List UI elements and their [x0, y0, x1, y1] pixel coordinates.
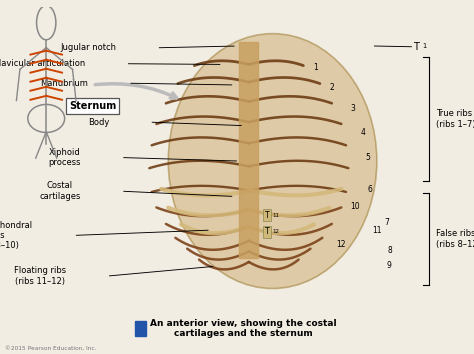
Text: 4: 4	[360, 128, 365, 137]
Text: 6: 6	[367, 185, 372, 194]
Text: 1: 1	[422, 43, 426, 49]
Text: Jugular notch: Jugular notch	[60, 43, 116, 52]
Text: 7: 7	[384, 218, 389, 227]
Text: T: T	[264, 211, 269, 220]
Text: Body: Body	[88, 118, 109, 127]
Bar	[135, 321, 146, 336]
Text: 11: 11	[373, 226, 382, 235]
Text: Vertebrochondral
ribs
(ribs 8–10): Vertebrochondral ribs (ribs 8–10)	[0, 221, 33, 250]
Ellipse shape	[168, 34, 377, 289]
Text: Sternum: Sternum	[69, 101, 116, 111]
Bar	[239, 42, 258, 258]
Text: Floating ribs
(ribs 11–12): Floating ribs (ribs 11–12)	[14, 267, 66, 286]
Text: 5: 5	[365, 153, 370, 162]
Text: Costal
cartilages: Costal cartilages	[39, 182, 81, 201]
Text: T: T	[413, 42, 419, 52]
Text: 1: 1	[313, 63, 318, 73]
Text: True ribs
(ribs 1–7): True ribs (ribs 1–7)	[436, 109, 474, 129]
Text: 9: 9	[386, 261, 391, 270]
Text: 3: 3	[351, 104, 356, 113]
Text: T: T	[264, 227, 269, 236]
Text: 12: 12	[337, 240, 346, 249]
Text: 8: 8	[388, 246, 392, 255]
Text: 11: 11	[272, 213, 279, 218]
Text: Clavicular articulation: Clavicular articulation	[0, 59, 85, 68]
Text: Xiphoid
process: Xiphoid process	[48, 148, 81, 167]
Text: Manubrium: Manubrium	[40, 79, 88, 88]
Text: ©2015 Pearson Education, Inc.: ©2015 Pearson Education, Inc.	[5, 346, 96, 351]
Text: 2: 2	[329, 83, 334, 92]
Text: 12: 12	[272, 229, 279, 234]
Text: An anterior view, showing the costal
cartilages and the sternum: An anterior view, showing the costal car…	[150, 319, 337, 338]
Text: False ribs
(ribs 8–12): False ribs (ribs 8–12)	[436, 229, 474, 249]
Text: 10: 10	[351, 201, 360, 211]
